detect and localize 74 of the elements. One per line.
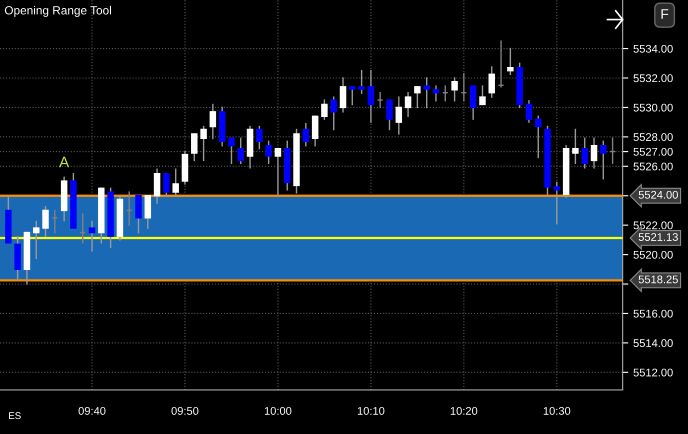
candlestick <box>358 70 365 94</box>
candlestick <box>414 86 421 108</box>
y-tick-label: 5534.00 <box>634 44 673 53</box>
ref-line-label: 5518.25 <box>638 275 678 284</box>
candlestick <box>302 122 310 146</box>
candlestick <box>330 96 337 130</box>
y-tick-label: 5514.00 <box>634 339 673 348</box>
x-tick-label: 10:00 <box>264 406 292 415</box>
y-tick-label: 5530.00 <box>634 104 673 112</box>
y-tick-label: 5527.00 <box>634 148 673 156</box>
candlestick <box>135 195 142 234</box>
candlestick <box>52 210 58 234</box>
candlestick <box>79 213 86 244</box>
candlestick <box>42 206 49 237</box>
candlestick <box>432 85 440 102</box>
text: F <box>662 9 668 19</box>
y-tick-label: 5522.00 <box>634 221 673 230</box>
x-tick-label: 09:50 <box>171 406 198 415</box>
candlestick <box>507 48 514 76</box>
candlestick <box>396 96 402 135</box>
candlestick <box>423 77 430 108</box>
x-tick-label: 10:20 <box>450 406 478 415</box>
candlestick <box>312 116 318 146</box>
annotation: A <box>59 156 70 168</box>
candlestick <box>349 86 356 106</box>
candlestick <box>265 140 272 164</box>
candlestick <box>554 182 560 224</box>
candlestick <box>33 220 40 259</box>
candlestick <box>590 138 598 168</box>
y-tick-label: 5516.00 <box>634 310 673 318</box>
candlestick <box>368 70 374 123</box>
candlestick <box>210 104 216 140</box>
candlestick <box>321 99 328 120</box>
y-tick-label: 5526.00 <box>634 162 673 170</box>
candlestick <box>488 66 495 98</box>
text: ES <box>9 412 21 420</box>
candlestick <box>442 85 449 102</box>
candlestick <box>498 40 504 88</box>
candlestick <box>237 138 244 164</box>
chart-title: Opening Range Tool <box>4 6 111 17</box>
candlestick <box>340 77 346 113</box>
candlestick <box>404 92 412 117</box>
candlestick <box>256 126 263 150</box>
y-tick-label: 5532.00 <box>634 74 673 82</box>
candlestick <box>126 191 132 226</box>
y-tick-label: 5512.00 <box>634 368 673 376</box>
candlestick <box>451 77 458 102</box>
candlestick <box>88 220 96 252</box>
candlestick <box>172 168 179 196</box>
candlestick <box>581 138 588 168</box>
y-tick-label: 5520.00 <box>634 250 673 259</box>
candlestick <box>228 138 235 164</box>
candlestick <box>274 148 282 198</box>
candlestick <box>386 99 393 130</box>
candlestick <box>154 168 160 204</box>
candlestick <box>600 140 607 180</box>
candlestick <box>572 128 579 164</box>
candlestick <box>460 72 468 102</box>
ref-line-label: 5521.13 <box>638 233 678 241</box>
ref-line-label: 5524.00 <box>638 190 678 199</box>
candlestick <box>191 133 198 162</box>
candlestick <box>163 172 170 196</box>
candlestick <box>609 138 616 164</box>
x-tick-label: 09:40 <box>78 406 106 415</box>
candlestick <box>200 126 207 162</box>
candlestick <box>479 85 486 106</box>
candlestick <box>526 100 532 123</box>
candlestick <box>535 116 542 158</box>
candlestick <box>470 85 476 120</box>
y-tick-label: 5528.00 <box>634 133 673 141</box>
candlestick <box>376 92 384 108</box>
candlestick <box>144 195 152 229</box>
x-tick-label: 10:10 <box>358 406 384 415</box>
x-tick-label: 10:30 <box>544 406 570 415</box>
